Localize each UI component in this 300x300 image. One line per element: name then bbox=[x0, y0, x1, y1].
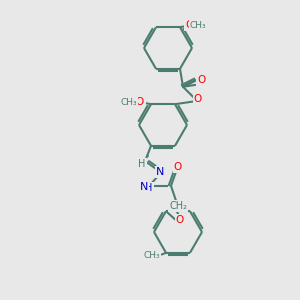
Text: O: O bbox=[174, 162, 182, 172]
Text: CH₃: CH₃ bbox=[190, 21, 206, 30]
Text: CH₃: CH₃ bbox=[121, 98, 137, 107]
Text: O: O bbox=[185, 20, 193, 30]
Text: CH₃: CH₃ bbox=[144, 251, 160, 260]
Text: O: O bbox=[194, 94, 202, 104]
Text: O: O bbox=[197, 75, 205, 85]
Text: H: H bbox=[145, 183, 153, 193]
Text: N: N bbox=[140, 182, 148, 192]
Text: O: O bbox=[176, 215, 184, 225]
Text: H: H bbox=[138, 159, 146, 169]
Text: N: N bbox=[156, 167, 164, 177]
Text: O: O bbox=[136, 97, 144, 107]
Text: CH₂: CH₂ bbox=[169, 201, 187, 211]
